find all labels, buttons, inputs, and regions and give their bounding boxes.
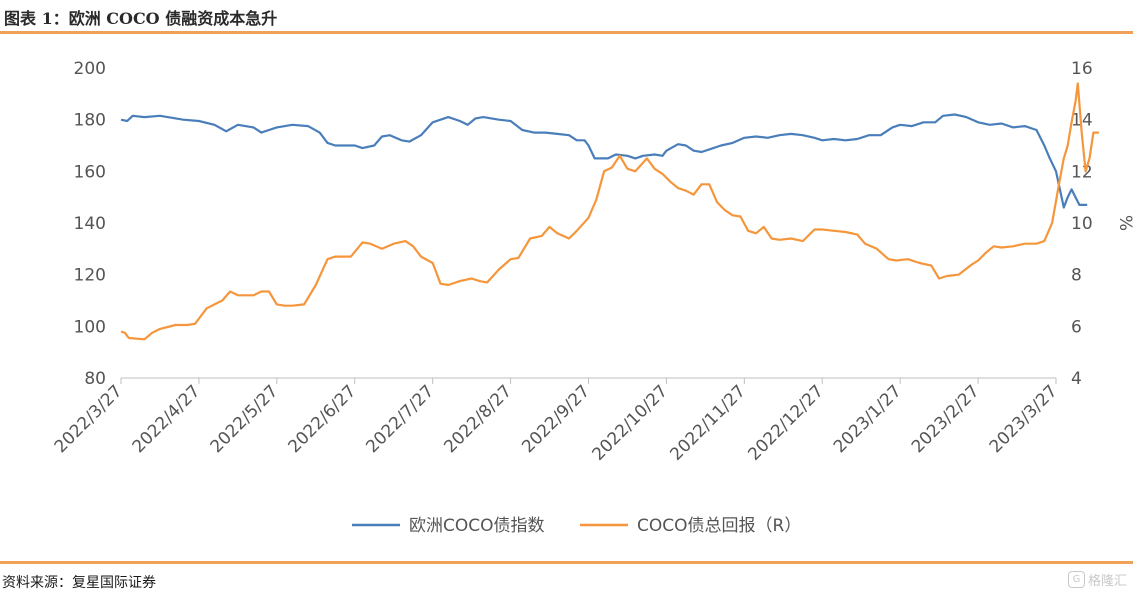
source-note: 资料来源：复星国际证券 bbox=[2, 575, 156, 591]
y-right-tick-label: 10 bbox=[1071, 214, 1093, 234]
x-tick-label: 2022/4/27 bbox=[129, 381, 205, 457]
series-line-coco-return bbox=[120, 82, 1099, 341]
line-chart: 2022/3/27 2022/4/27 2022/5/27 2022/6/27 2022… bbox=[51, 59, 1133, 536]
x-tick-label: 2023/1/27 bbox=[830, 381, 906, 457]
top-divider bbox=[0, 31, 1133, 34]
series-layer bbox=[120, 82, 1099, 341]
y-left-tick-label: 140 bbox=[74, 214, 106, 234]
bottom-divider bbox=[0, 561, 1133, 564]
y-right-tick-label: 6 bbox=[1071, 317, 1082, 337]
y-right-tick-label: 8 bbox=[1071, 266, 1082, 286]
y-right-tick-label: 12 bbox=[1071, 162, 1093, 182]
y-right-tick-label: 16 bbox=[1071, 59, 1093, 79]
x-tick-label: 2023/3/27 bbox=[986, 381, 1062, 457]
y-right-axis-label: % bbox=[1115, 215, 1133, 231]
watermark-text: 格隆汇 bbox=[1087, 574, 1127, 589]
legend-label-return: COCO债总回报（R） bbox=[637, 516, 801, 536]
x-tick-label: 2022/12/27 bbox=[744, 381, 827, 464]
legend-label-index: 欧洲COCO债指数 bbox=[409, 516, 545, 536]
y-left-tick-label: 80 bbox=[84, 369, 106, 389]
y-left-tick-label: 180 bbox=[74, 111, 106, 131]
chart-legend: 欧洲COCO债指数 COCO债总回报（R） bbox=[352, 516, 801, 536]
watermark: G 格隆汇 bbox=[1067, 570, 1127, 589]
y-right-tick-label: 4 bbox=[1071, 369, 1082, 389]
x-tick-label: 2022/8/27 bbox=[440, 381, 516, 457]
y-left-tick-label: 160 bbox=[74, 162, 106, 182]
y-left-tick-label: 200 bbox=[74, 59, 106, 79]
watermark-logo-icon: G bbox=[1067, 571, 1085, 588]
x-tick-label: 2022/11/27 bbox=[666, 381, 749, 464]
x-tick-label: 2023/2/27 bbox=[908, 381, 984, 457]
y-left-tick-label: 100 bbox=[74, 317, 106, 337]
series-line-coco-index bbox=[120, 113, 1088, 209]
figure-title: 图表 1：欧洲 COCO 债融资成本急升 bbox=[4, 9, 278, 28]
x-tick-label: 2022/10/27 bbox=[589, 381, 672, 464]
y-left-tick-label: 120 bbox=[74, 266, 106, 286]
x-tick-label: 2022/3/27 bbox=[51, 381, 127, 457]
x-tick-label: 2022/7/27 bbox=[362, 381, 438, 457]
x-tick-label: 2022/6/27 bbox=[285, 381, 361, 457]
x-tick-label: 2022/5/27 bbox=[207, 381, 283, 457]
x-tick-label: 2022/9/27 bbox=[518, 381, 594, 457]
